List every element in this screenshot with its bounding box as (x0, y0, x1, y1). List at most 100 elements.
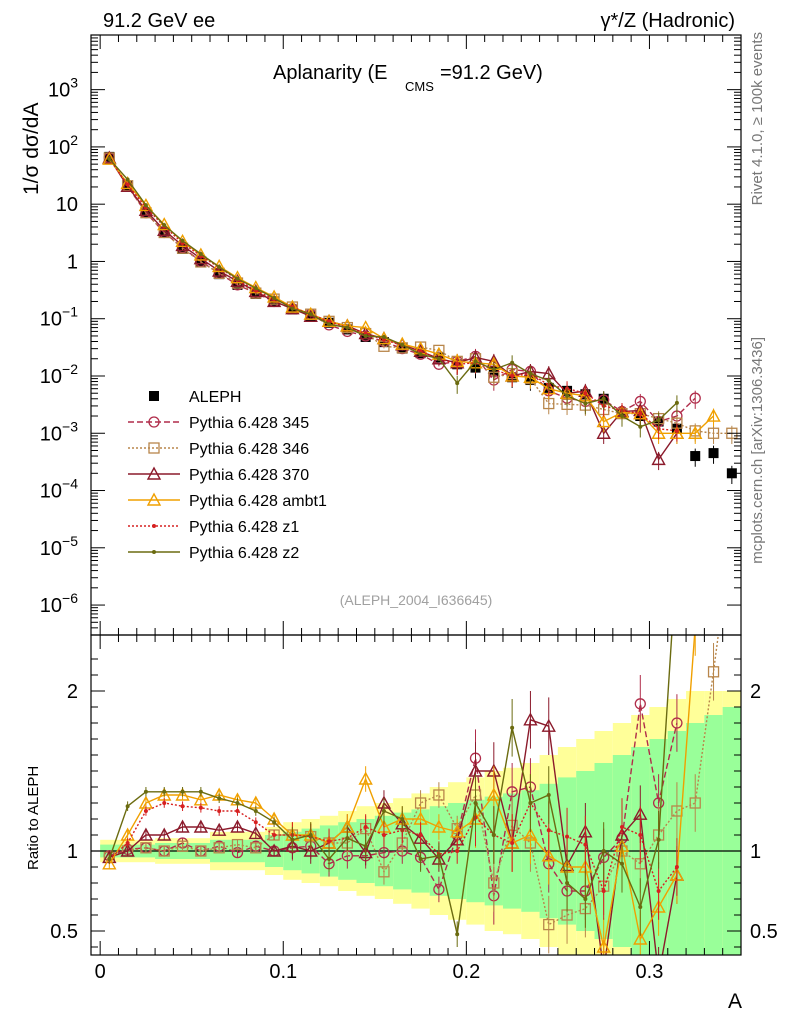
ratio-point (358, 771, 373, 785)
data-point (528, 371, 533, 376)
header-right: γ*/Z (Hadronic) (601, 10, 735, 32)
ratio-point (303, 843, 318, 857)
ratio-point (217, 796, 222, 801)
ratio-point (583, 842, 588, 847)
ratio-point (125, 804, 130, 809)
ratio-point (175, 819, 190, 833)
data-point (193, 251, 209, 265)
band-green-bin (686, 723, 705, 955)
ratio-point (272, 833, 277, 837)
plot-title-main: Aplanarity (E (273, 62, 388, 84)
x-axis-label: A (728, 990, 742, 1013)
data-point (418, 352, 423, 357)
ratio-point (656, 889, 661, 893)
ratio-point (268, 829, 280, 841)
ratio-point (707, 666, 720, 678)
data-point (345, 325, 350, 330)
ratio-point (473, 801, 478, 805)
ratio-point (601, 849, 606, 853)
x-tick-label: 0.1 (269, 961, 297, 983)
ratio-point (198, 789, 203, 794)
data-point (381, 337, 386, 342)
ratio-y-axis-label: Ratio to ALEPH (25, 766, 42, 870)
main-y-axis-label: 1/σ dσ/dA (20, 103, 43, 195)
legend-item-ambt1: Pythia 6.428 ambt1 (128, 492, 327, 510)
data-point (138, 197, 154, 212)
ratio-point (510, 841, 515, 845)
ratio-point (253, 820, 258, 825)
ratio-plot-series (102, 635, 720, 976)
ratio-point (157, 827, 172, 841)
ratio-point (523, 827, 538, 841)
header-left: 91.2 GeV ee (103, 10, 215, 32)
plot-title-sub: CMS (405, 79, 434, 94)
ratio-series-z2 (107, 635, 673, 947)
ratio-point (102, 856, 117, 870)
data-point (638, 424, 643, 429)
ratio-line-z1 (108, 801, 678, 894)
ratio-point (235, 801, 240, 805)
ratio-point (195, 845, 207, 857)
ratio-point (543, 918, 555, 931)
ratio-y-tick-label: 0.5 (50, 921, 78, 943)
ratio-point (248, 825, 263, 840)
data-point (308, 312, 313, 317)
legend-marker (152, 550, 156, 554)
ratio-y-tick-label: 1 (67, 841, 78, 863)
data-point (455, 362, 460, 367)
data-point (198, 251, 203, 256)
ratio-point (253, 809, 258, 813)
ratio-point (381, 809, 386, 813)
data-point (674, 400, 679, 405)
ratio-point (486, 787, 501, 801)
data-point (107, 156, 112, 161)
ratio-point (193, 819, 209, 833)
ratio-point (541, 848, 556, 862)
data-point (706, 408, 721, 422)
main-y-tick-label: 10 (56, 194, 78, 216)
ratio-y-tick-label-right: 2 (750, 681, 761, 703)
legend-item-ALEPH: ALEPH (149, 389, 241, 406)
ratio-point (546, 828, 551, 833)
data-point (120, 178, 135, 193)
ratio-point (162, 789, 167, 794)
ratio-point (598, 965, 610, 976)
legend-label: ALEPH (189, 389, 241, 406)
band-green-bin (722, 707, 741, 955)
series-ALEPH (104, 151, 737, 484)
data-point (651, 451, 666, 466)
ratio-point (546, 793, 551, 797)
ratio-point (250, 842, 262, 854)
data-point (601, 396, 606, 401)
ratio-point (418, 857, 423, 861)
rivet-label: Rivet 4.1.0, ≥ 100k events (749, 32, 766, 205)
series-line-z2 (108, 158, 678, 428)
ratio-point (231, 838, 244, 851)
ratio-point (138, 827, 154, 841)
series-z2 (107, 156, 679, 438)
data-point (400, 342, 405, 347)
main-y-tick-label: 10−5 (40, 533, 78, 560)
ratio-point (450, 824, 465, 838)
legend-marker (149, 391, 159, 401)
ratio-point (596, 939, 611, 953)
data-point (290, 306, 295, 311)
ratio-point (180, 804, 185, 809)
data-point (510, 373, 515, 378)
legend-item-z2: Pythia 6.428 z2 (128, 545, 299, 562)
data-point (217, 264, 222, 269)
main-plot-title: Aplanarity (E CMS =91.2 GeV) (273, 62, 543, 94)
ratio-point (565, 834, 570, 839)
ratio-point (211, 822, 227, 836)
ratio-point (633, 931, 648, 945)
ratio-point (583, 897, 588, 901)
ratio-point (327, 839, 332, 844)
ratio-point (671, 717, 683, 729)
ratio-point (272, 820, 277, 825)
data-point (363, 333, 368, 338)
series-line-z1 (108, 158, 677, 432)
ratio-point (523, 712, 538, 726)
series-z1 (107, 156, 679, 442)
data-point (708, 448, 719, 459)
data-point (689, 392, 701, 404)
